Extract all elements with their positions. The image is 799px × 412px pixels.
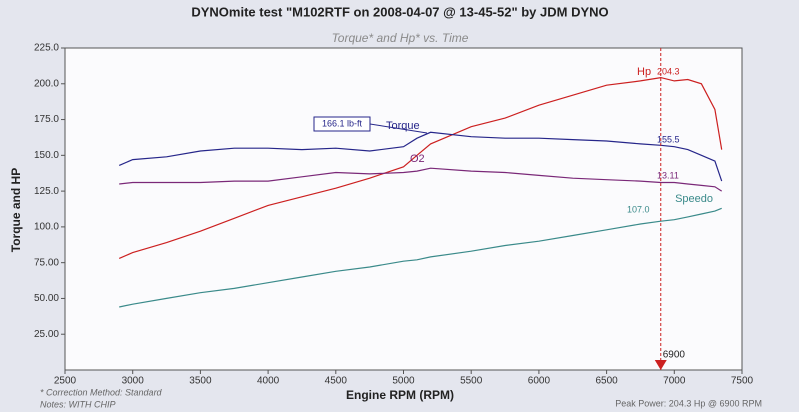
x-tick-label: 4500 <box>325 376 348 387</box>
footer-note: * Correction Method: Standard <box>40 387 163 397</box>
x-tick-label: 3500 <box>189 376 212 387</box>
series-line <box>119 167 723 192</box>
y-tick-label: 225.0 <box>34 43 59 54</box>
y-tick-label: 200.0 <box>34 78 59 89</box>
series-label: Torque <box>386 120 420 132</box>
value-annotation: 155.5 <box>657 134 680 144</box>
y-axis-label: Torque and HP <box>9 168 23 252</box>
footer-peak: Peak Power: 204.3 Hp @ 6900 RPM <box>615 398 762 408</box>
marker-arrow <box>654 360 667 370</box>
footer-note: Notes: WITH CHIP <box>40 399 116 409</box>
x-tick-label: 4000 <box>257 376 280 387</box>
x-tick-label: 5500 <box>460 376 483 387</box>
series-line <box>118 131 723 182</box>
value-annotation: 107.0 <box>627 204 650 214</box>
x-tick-label: 5000 <box>392 376 415 387</box>
y-tick-label: 50.00 <box>34 293 59 304</box>
value-annotation: 204.3 <box>657 66 680 76</box>
chart-title: DYNOmite test "M102RTF on 2008-04-07 @ 1… <box>191 4 608 19</box>
series-label: O2 <box>410 153 425 165</box>
value-annotation: 13.11 <box>657 170 679 180</box>
y-tick-label: 100.0 <box>34 222 59 233</box>
series-label: Speedo <box>675 193 713 205</box>
x-tick-label: 6000 <box>528 376 551 387</box>
y-tick-label: 150.0 <box>34 150 59 161</box>
x-axis-label: Engine RPM (RPM) <box>346 388 454 402</box>
annotation-pointer <box>369 123 428 134</box>
series-line <box>118 76 723 259</box>
y-tick-label: 175.0 <box>34 114 59 125</box>
chart-subtitle: Torque* and Hp* vs. Time <box>332 31 469 45</box>
x-tick-label: 6500 <box>595 376 618 387</box>
x-tick-label: 7000 <box>663 376 686 387</box>
marker-label: 6900 <box>663 350 686 361</box>
y-tick-label: 125.0 <box>34 186 59 197</box>
x-tick-label: 7500 <box>731 376 754 387</box>
series-line <box>119 207 722 308</box>
y-tick-label: 25.00 <box>34 329 59 340</box>
value-annotation: 166.1 lb-ft <box>322 118 363 128</box>
y-tick-label: 75.00 <box>34 257 59 268</box>
x-tick-label: 2500 <box>54 376 77 387</box>
x-tick-label: 3000 <box>122 376 145 387</box>
plot-area <box>64 47 743 371</box>
series-label: Hp <box>637 66 651 78</box>
